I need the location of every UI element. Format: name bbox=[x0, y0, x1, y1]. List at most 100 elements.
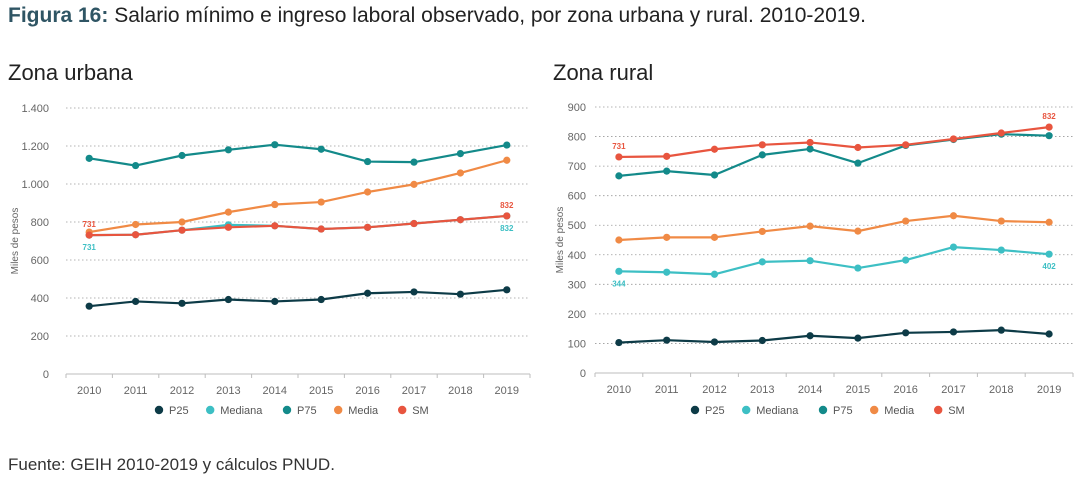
data-point-p75 bbox=[224, 146, 232, 154]
y-tick-label: 900 bbox=[568, 102, 586, 114]
data-point-sm bbox=[271, 222, 279, 230]
data-point-p75 bbox=[758, 151, 766, 159]
data-point-media bbox=[949, 212, 958, 220]
data-point-p25 bbox=[758, 336, 766, 345]
data-point-sm bbox=[132, 231, 140, 239]
data-point-sm bbox=[997, 129, 1005, 137]
y-tick-label: 200 bbox=[31, 331, 49, 343]
legend-marker-mediana bbox=[206, 405, 215, 415]
data-point-media bbox=[317, 198, 325, 206]
figure-title: Figura 16: Salario mínimo e ingreso labo… bbox=[8, 4, 866, 28]
legend: P25 Mediana P75 Media SM bbox=[690, 405, 965, 417]
data-point-p25 bbox=[85, 302, 93, 310]
data-point-media bbox=[615, 236, 623, 244]
legend-label-media: Media bbox=[884, 405, 915, 417]
data-label-mediana: 344 bbox=[612, 279, 626, 288]
data-point-media bbox=[710, 233, 719, 241]
data-point-p25 bbox=[663, 336, 671, 344]
data-point-sm bbox=[364, 223, 372, 231]
data-label-sm: 832 bbox=[500, 201, 514, 210]
data-point-mediana bbox=[758, 258, 766, 266]
data-point-media bbox=[503, 156, 511, 164]
data-point-media bbox=[902, 217, 910, 225]
y-tick-label: 0 bbox=[580, 368, 586, 380]
legend: P25 Mediana P75 Media SM bbox=[154, 405, 429, 417]
x-tick-label: 2014 bbox=[263, 385, 287, 397]
data-point-sm bbox=[758, 141, 766, 149]
y-axis-title: Miles de pesos bbox=[555, 207, 566, 274]
data-point-p75 bbox=[503, 141, 511, 149]
y-tick-label: 1.000 bbox=[21, 179, 49, 191]
data-point-sm bbox=[902, 141, 910, 149]
data-point-media bbox=[410, 180, 418, 188]
data-point-p75 bbox=[663, 167, 671, 175]
data-point-sm bbox=[949, 135, 958, 143]
legend-label-p75: P75 bbox=[833, 405, 853, 417]
source-note: Fuente: GEIH 2010-2019 y cálculos PNUD. bbox=[8, 455, 335, 474]
data-point-p25 bbox=[410, 288, 418, 296]
x-tick-label: 2012 bbox=[170, 385, 194, 397]
data-label-sm: 731 bbox=[612, 142, 626, 151]
chart-rural: Zona rural Miles de pesos 0 100 200 300 400 500… bbox=[553, 60, 1074, 417]
x-tick-label: 2019 bbox=[495, 385, 519, 397]
data-point-p25 bbox=[949, 328, 958, 336]
data-point-p75 bbox=[178, 151, 186, 160]
data-point-sm bbox=[503, 212, 511, 220]
panel-title: Zona rural bbox=[553, 60, 653, 85]
y-tick-label: 400 bbox=[31, 293, 49, 305]
y-tick-label: 500 bbox=[568, 220, 586, 232]
x-tick-label: 2014 bbox=[798, 384, 822, 396]
data-point-media bbox=[997, 217, 1005, 225]
data-point-p25 bbox=[456, 290, 464, 298]
legend-marker-sm bbox=[398, 405, 407, 415]
x-tick-label: 2010 bbox=[77, 385, 101, 397]
data-point-sm bbox=[456, 216, 464, 224]
series-line-sm bbox=[618, 126, 1050, 159]
legend-marker-p25 bbox=[154, 405, 164, 415]
data-point-mediana bbox=[997, 246, 1005, 254]
y-axis-title: Miles de pesos bbox=[10, 208, 21, 275]
data-point-p75 bbox=[271, 141, 279, 149]
data-point-p25 bbox=[132, 297, 140, 306]
series-line-p25 bbox=[618, 329, 1050, 344]
data-point-p25 bbox=[503, 286, 511, 294]
data-point-mediana bbox=[806, 257, 814, 265]
data-point-p25 bbox=[364, 289, 372, 297]
data-point-sm bbox=[1045, 123, 1053, 131]
data-point-mediana bbox=[615, 267, 623, 275]
data-point-p25 bbox=[997, 326, 1005, 334]
x-tick-label: 2010 bbox=[607, 384, 631, 396]
x-tick-label: 2015 bbox=[846, 384, 870, 396]
x-tick-label: 2012 bbox=[702, 384, 726, 396]
legend-label-media: Media bbox=[348, 405, 379, 417]
chart-urban: Zona urbana Miles de pesos 0 200 400 600 800 1.… bbox=[8, 60, 531, 417]
series-line-sm bbox=[89, 214, 507, 237]
data-point-p25 bbox=[854, 334, 862, 342]
data-point-mediana bbox=[710, 270, 719, 278]
data-point-p75 bbox=[85, 154, 93, 162]
data-point-p25 bbox=[317, 295, 325, 304]
data-point-mediana bbox=[1045, 250, 1053, 258]
data-point-p75 bbox=[132, 161, 140, 170]
data-label-sm: 832 bbox=[1042, 112, 1056, 121]
y-tick-label: 100 bbox=[568, 338, 586, 350]
series-line-media bbox=[89, 159, 508, 234]
legend-label-p75: P75 bbox=[297, 405, 317, 417]
series-line-p75 bbox=[618, 133, 1050, 177]
data-point-sm bbox=[410, 219, 418, 228]
data-point-mediana bbox=[854, 264, 862, 272]
data-point-mediana bbox=[663, 268, 671, 276]
x-tick-label: 2018 bbox=[448, 385, 472, 397]
legend-marker-media bbox=[334, 405, 343, 415]
y-tick-label: 600 bbox=[31, 255, 49, 267]
data-point-media bbox=[806, 222, 814, 230]
y-tick-label: 400 bbox=[568, 250, 586, 262]
x-tick-label: 2015 bbox=[309, 385, 333, 397]
data-label-mediana: 731 bbox=[83, 243, 97, 252]
x-tick-label: 2017 bbox=[941, 384, 965, 396]
data-point-p75 bbox=[410, 158, 418, 166]
data-point-p25 bbox=[710, 338, 719, 346]
x-tick-label: 2011 bbox=[124, 385, 148, 397]
data-point-p25 bbox=[178, 299, 186, 307]
data-point-p25 bbox=[1045, 330, 1053, 338]
